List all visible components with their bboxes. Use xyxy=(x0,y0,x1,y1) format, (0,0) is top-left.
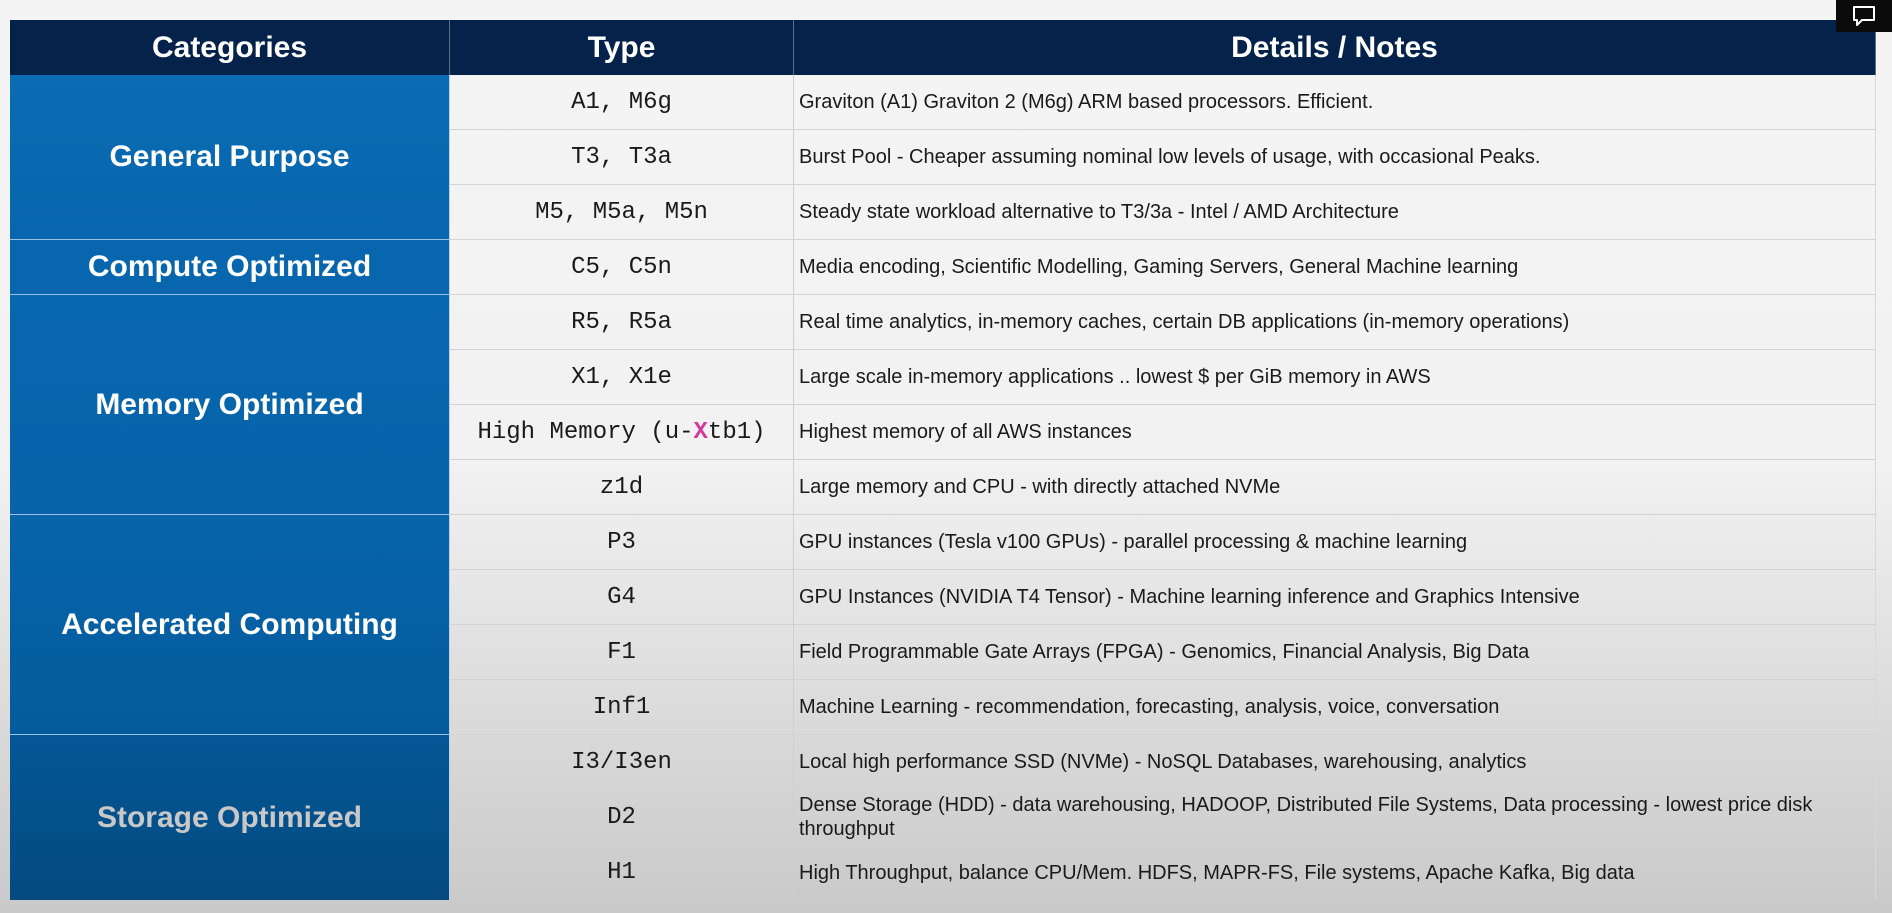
comment-icon[interactable] xyxy=(1836,0,1892,32)
note-cell: Dense Storage (HDD) - data warehousing, … xyxy=(794,790,1876,845)
comment-icon-glyph xyxy=(1853,6,1875,26)
header-categories: Categories xyxy=(10,20,450,75)
note-cell: High Throughput, balance CPU/Mem. HDFS, … xyxy=(794,845,1876,900)
category-compute-optimized: Compute Optimized xyxy=(10,240,450,295)
note-cell: Field Programmable Gate Arrays (FPGA) - … xyxy=(794,625,1876,680)
type-cell: I3/I3en xyxy=(450,735,794,790)
type-cell: z1d xyxy=(450,460,794,515)
type-cell: X1, X1e xyxy=(450,350,794,405)
type-cell: R5, R5a xyxy=(450,295,794,350)
category-storage-optimized: Storage Optimized xyxy=(10,735,450,900)
note-cell: Graviton (A1) Graviton 2 (M6g) ARM based… xyxy=(794,75,1876,130)
type-cell: M5, M5a, M5n xyxy=(450,185,794,240)
type-cell: Inf1 xyxy=(450,680,794,735)
note-cell: Large memory and CPU - with directly att… xyxy=(794,460,1876,515)
note-cell: Steady state workload alternative to T3/… xyxy=(794,185,1876,240)
note-cell: Media encoding, Scientific Modelling, Ga… xyxy=(794,240,1876,295)
header-details: Details / Notes xyxy=(794,20,1876,75)
note-cell: Real time analytics, in-memory caches, c… xyxy=(794,295,1876,350)
note-cell: Burst Pool - Cheaper assuming nominal lo… xyxy=(794,130,1876,185)
note-cell: Local high performance SSD (NVMe) - NoSQ… xyxy=(794,735,1876,790)
type-cell: H1 xyxy=(450,845,794,900)
type-cell: A1, M6g xyxy=(450,75,794,130)
note-cell: Highest memory of all AWS instances xyxy=(794,405,1876,460)
type-prefix: High Memory (u- xyxy=(477,418,694,446)
type-cell: C5, C5n xyxy=(450,240,794,295)
type-cell: G4 xyxy=(450,570,794,625)
category-general-purpose: General Purpose xyxy=(10,75,450,240)
type-suffix: tb1) xyxy=(707,418,766,446)
category-memory-optimized: Memory Optimized xyxy=(10,295,450,515)
type-cell: P3 xyxy=(450,515,794,570)
note-cell: Large scale in-memory applications .. lo… xyxy=(794,350,1876,405)
type-cell: F1 xyxy=(450,625,794,680)
header-type: Type xyxy=(450,20,794,75)
instance-types-table: Categories Type Details / Notes General … xyxy=(10,20,1876,900)
type-cell: T3, T3a xyxy=(450,130,794,185)
note-cell: GPU Instances (NVIDIA T4 Tensor) - Machi… xyxy=(794,570,1876,625)
note-cell: Machine Learning - recommendation, forec… xyxy=(794,680,1876,735)
type-cell: D2 xyxy=(450,790,794,845)
category-accelerated-computing: Accelerated Computing xyxy=(10,515,450,735)
type-highlight: X xyxy=(693,418,708,446)
note-cell: GPU instances (Tesla v100 GPUs) - parall… xyxy=(794,515,1876,570)
